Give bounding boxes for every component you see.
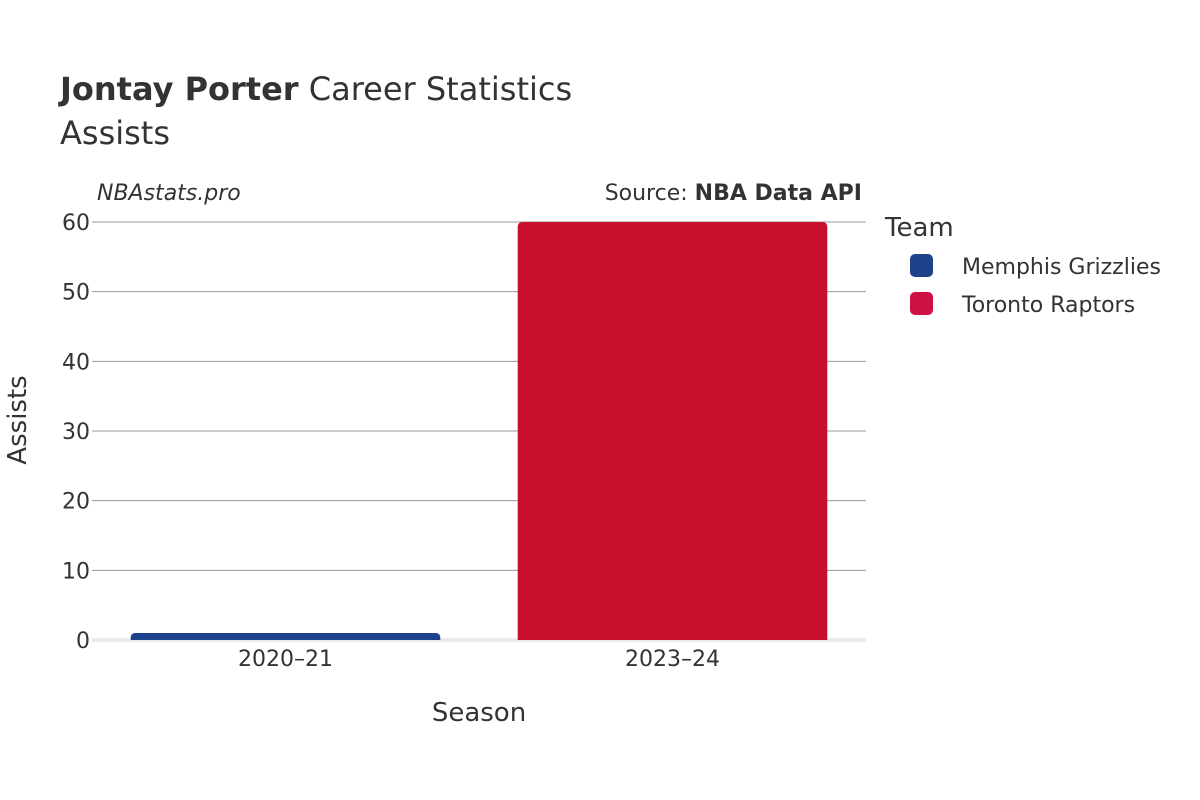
x-tick-labels: 2020–21 2023–24 (238, 647, 720, 672)
source-name: NBA Data API (695, 181, 862, 206)
y-axis-title: Assists (3, 375, 33, 464)
legend-swatch (910, 254, 933, 277)
source-annotation: Source: NBA Data API (605, 181, 862, 206)
bar-memphis-grizzlies (130, 633, 441, 640)
x-tick-label: 2020–21 (238, 647, 333, 672)
bars (130, 222, 828, 640)
chart-title: Jontay Porter Career Statistics (58, 70, 572, 108)
legend-title: Team (884, 213, 954, 243)
bar-toronto-raptors (517, 222, 828, 640)
y-tick-label: 30 (62, 420, 90, 445)
y-tick-label: 40 (62, 350, 90, 375)
y-tick-label: 50 (62, 281, 90, 306)
legend-label: Toronto Raptors (961, 293, 1135, 318)
y-tick-label: 20 (62, 490, 90, 515)
title-player-name: Jontay Porter (58, 70, 299, 108)
y-tick-label: 10 (62, 559, 90, 584)
source-prefix: Source: (605, 181, 695, 206)
y-tick-label: 60 (62, 211, 90, 236)
legend-label: Memphis Grizzlies (962, 255, 1161, 280)
title-rest: Career Statistics (299, 70, 573, 108)
site-annotation: NBAstats.pro (97, 181, 241, 206)
y-tick-labels: 0 10 20 30 40 50 60 (62, 211, 90, 654)
chart-subtitle: Assists (60, 114, 170, 152)
y-tick-label: 0 (76, 629, 90, 654)
x-tick-label: 2023–24 (625, 647, 720, 672)
legend: Memphis Grizzlies Toronto Raptors (910, 254, 1161, 318)
legend-swatch (910, 292, 933, 315)
x-axis-title: Season (432, 698, 526, 728)
